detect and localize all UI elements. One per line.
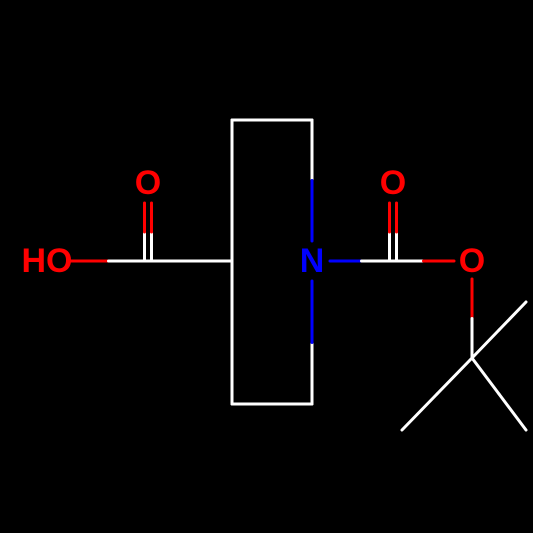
atom-label-O1: O <box>135 164 161 202</box>
molecule-diagram: O O HO N O <box>0 0 533 533</box>
atom-label-O3: O <box>459 242 485 280</box>
background <box>0 0 533 533</box>
atom-label-O2: O <box>380 164 406 202</box>
atom-label-N: N <box>300 242 325 280</box>
atom-label-HO: HO <box>22 242 73 280</box>
